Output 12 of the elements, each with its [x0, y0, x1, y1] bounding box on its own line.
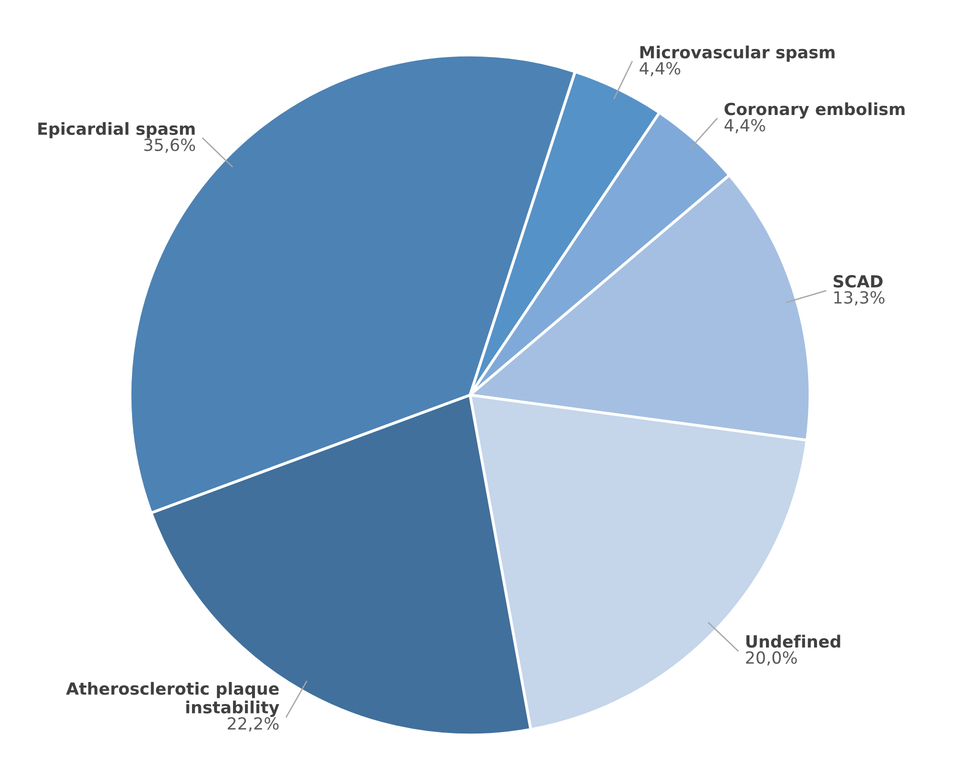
data-label: 13,3% — [834, 291, 884, 306]
data-label: 20,0% — [746, 651, 797, 666]
slice-label: SCAD — [834, 275, 883, 288]
slice-label: Coronary embolism — [724, 102, 905, 119]
data-label: 4,4% — [640, 62, 680, 76]
slice-label: Atherosclerotic plaque instability — [66, 682, 280, 717]
data-label: 35,6% — [144, 138, 196, 153]
data-label: 22,2% — [228, 717, 279, 732]
data-label: 4,4% — [724, 118, 766, 134]
slice-label: Undefined — [746, 634, 840, 648]
slice-label: Microvascular spasm — [640, 46, 835, 62]
slice-label: Epicardial spasm — [38, 122, 195, 138]
